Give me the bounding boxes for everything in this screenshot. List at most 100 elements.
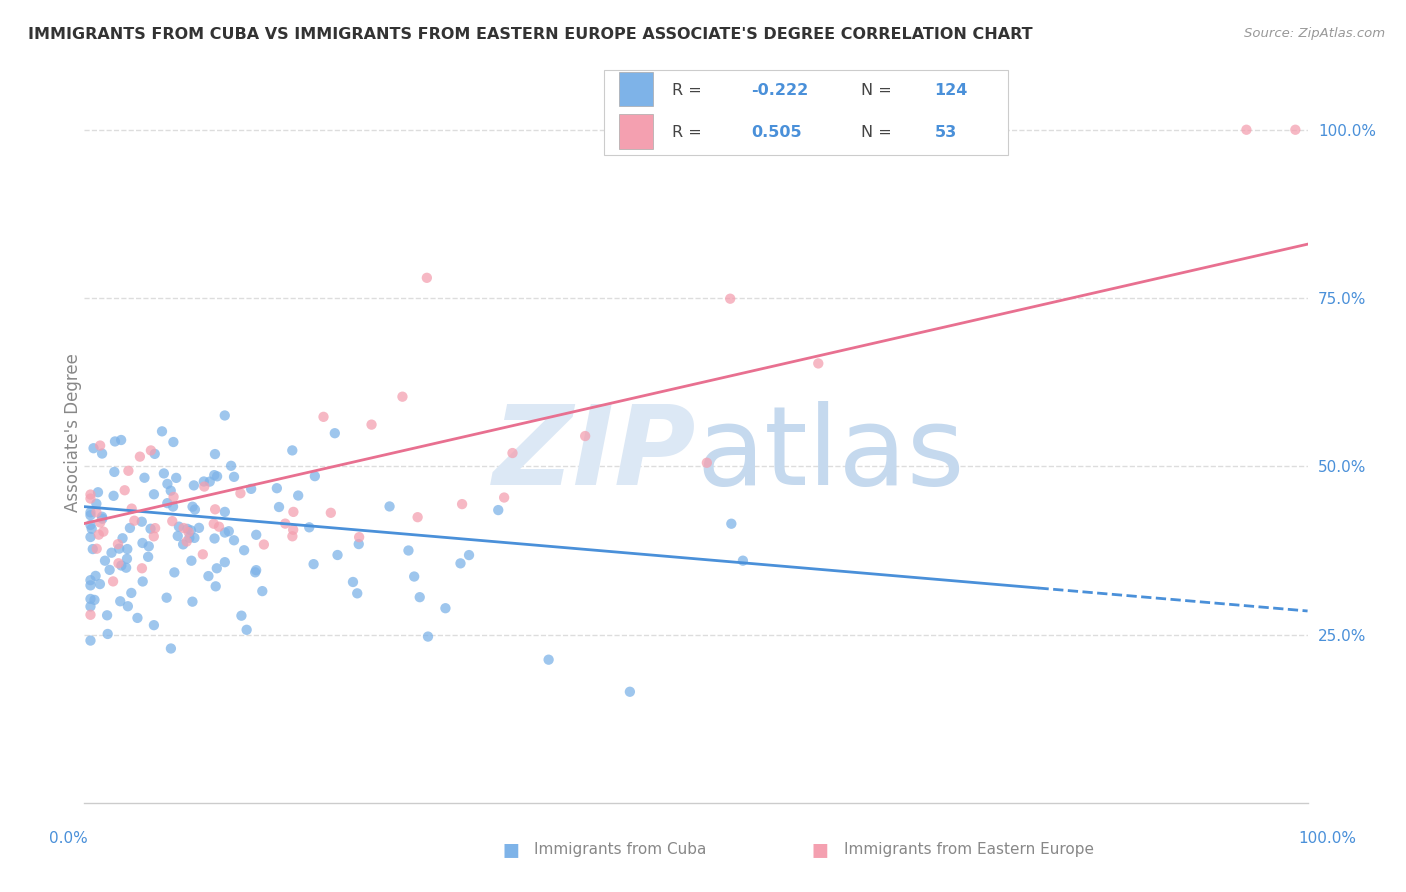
Point [202, 468, 225, 483]
Point [93, 524, 115, 539]
Point [252, 584, 274, 599]
Point [138, 539, 160, 553]
Point [108, 541, 131, 556]
Point [404, 569, 426, 583]
Point [181, 500, 204, 514]
Point [101, 574, 124, 589]
Point [245, 566, 267, 580]
Point [193, 475, 215, 489]
Point [347, 537, 370, 551]
Point [434, 601, 457, 615]
Point [696, 456, 718, 470]
Point [160, 641, 183, 656]
Point [537, 653, 560, 667]
Point [156, 477, 179, 491]
Point [107, 537, 129, 551]
Point [183, 531, 205, 545]
Bar [619, 114, 654, 149]
Point [91, 509, 114, 524]
Point [98, 563, 121, 577]
Text: ▪: ▪ [502, 835, 520, 863]
Point [136, 549, 159, 564]
Point [245, 528, 267, 542]
Point [502, 446, 524, 460]
Point [111, 531, 134, 545]
Point [82, 542, 104, 557]
Y-axis label: Associate's Degree: Associate's Degree [65, 353, 82, 512]
Point [79, 591, 101, 606]
Point [312, 409, 335, 424]
Point [731, 554, 754, 568]
Text: 0.0%: 0.0% [49, 831, 89, 846]
Point [103, 465, 125, 479]
Point [222, 470, 245, 484]
Point [79, 508, 101, 523]
Point [142, 529, 165, 543]
Point [204, 532, 226, 546]
Point [89, 577, 111, 591]
Point [79, 505, 101, 519]
Point [115, 560, 138, 574]
Text: Immigrants from Cuba: Immigrants from Cuba [534, 842, 707, 856]
FancyBboxPatch shape [605, 70, 1008, 155]
Point [86, 497, 108, 511]
Point [115, 551, 138, 566]
Point [79, 487, 101, 501]
Point [107, 556, 129, 570]
Point [165, 471, 187, 485]
Point [184, 502, 207, 516]
Point [214, 409, 236, 423]
Point [79, 518, 101, 533]
Point [458, 548, 481, 562]
Point [156, 591, 179, 605]
Point [117, 542, 139, 557]
Point [283, 523, 305, 537]
Point [619, 685, 641, 699]
Point [177, 525, 200, 540]
Point [167, 519, 190, 533]
Point [79, 599, 101, 614]
Point [202, 516, 225, 531]
Text: 124: 124 [935, 83, 967, 98]
Point [298, 520, 321, 534]
Text: IMMIGRANTS FROM CUBA VS IMMIGRANTS FROM EASTERN EUROPE ASSOCIATE'S DEGREE CORREL: IMMIGRANTS FROM CUBA VS IMMIGRANTS FROM … [28, 27, 1033, 42]
Point [96, 608, 118, 623]
Point [131, 561, 153, 575]
Point [121, 501, 143, 516]
Point [347, 530, 370, 544]
Point [214, 555, 236, 569]
Point [214, 525, 236, 540]
Point [253, 537, 276, 551]
Point [91, 511, 114, 525]
Point [100, 546, 122, 560]
Point [131, 515, 153, 529]
Point [162, 435, 184, 450]
Point [494, 491, 516, 505]
Point [87, 485, 110, 500]
Point [117, 464, 139, 478]
Point [162, 490, 184, 504]
Point [416, 270, 439, 285]
Point [153, 467, 176, 481]
Point [208, 519, 231, 533]
Point [191, 547, 214, 561]
Text: -0.222: -0.222 [751, 83, 808, 98]
Point [131, 574, 153, 589]
Text: 100.0%: 100.0% [1299, 831, 1357, 846]
Point [326, 548, 349, 562]
Point [89, 439, 111, 453]
Text: ZIP: ZIP [492, 401, 696, 508]
Point [181, 595, 204, 609]
Point [304, 469, 326, 483]
Point [162, 500, 184, 514]
Text: atlas: atlas [696, 401, 965, 508]
Point [134, 471, 156, 485]
Point [180, 524, 202, 538]
Point [574, 429, 596, 443]
Point [807, 356, 830, 370]
Point [219, 458, 242, 473]
Point [323, 426, 346, 441]
Point [231, 608, 253, 623]
Point [173, 521, 195, 535]
Point [104, 434, 127, 449]
